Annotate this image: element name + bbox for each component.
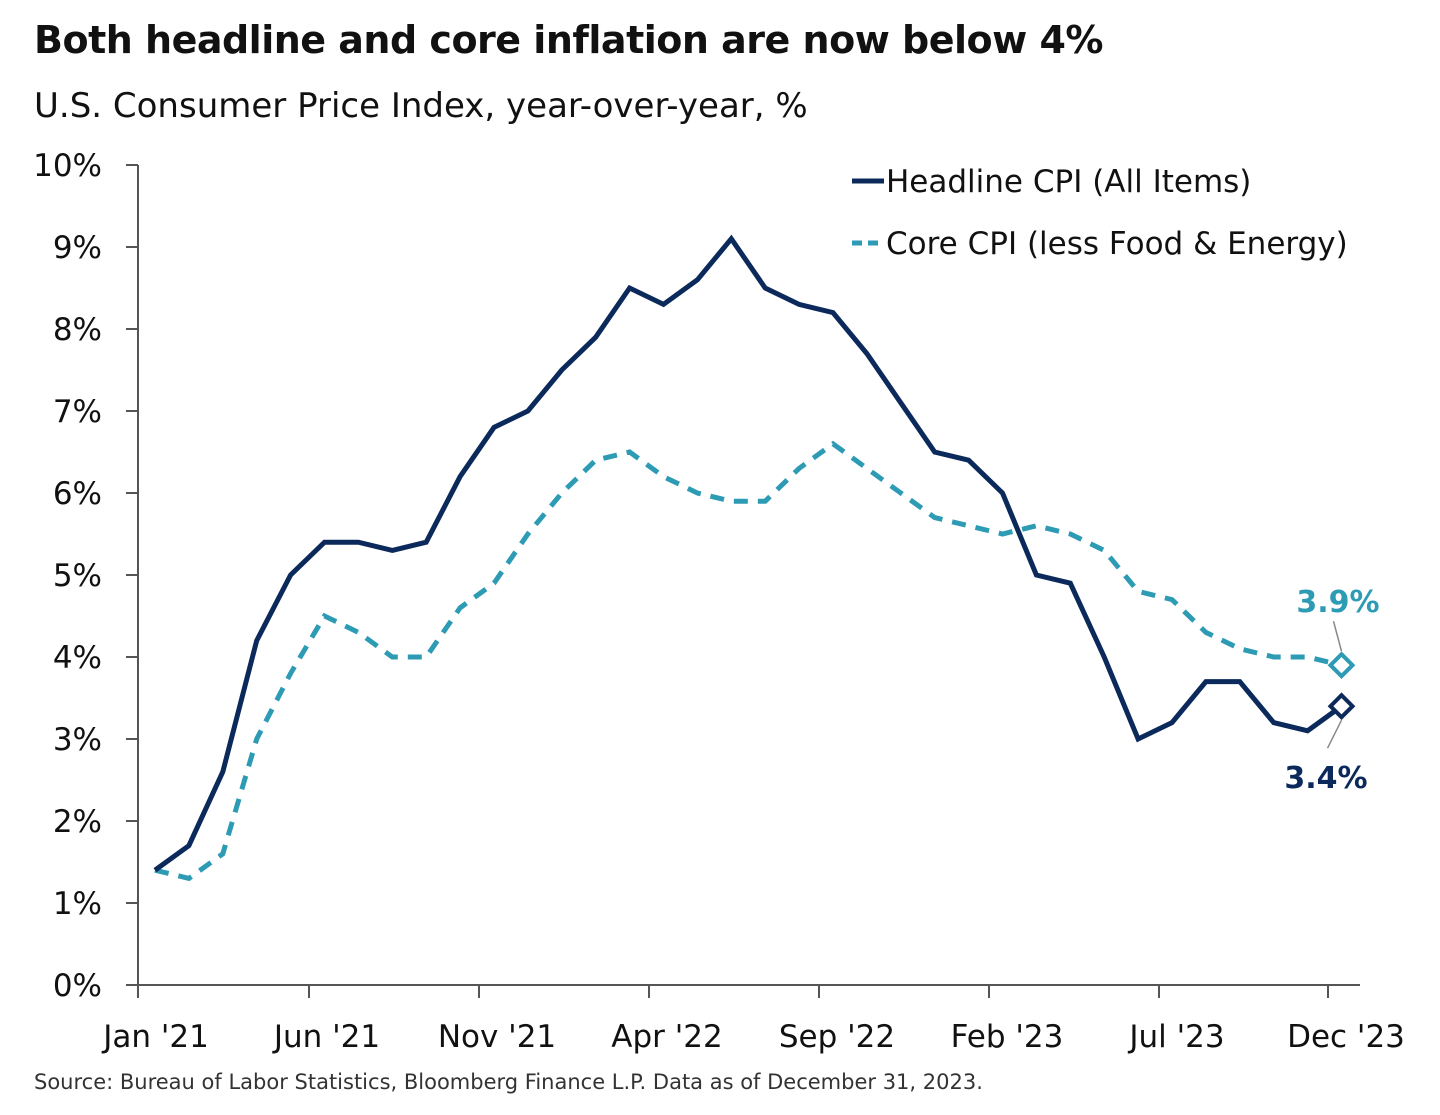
y-tick-label: 4% [53,640,102,676]
y-tick-label: 10% [33,148,102,184]
y-tick-label: 6% [53,476,102,512]
y-tick-label: 7% [53,394,102,430]
headline-end-label: 3.4% [1284,761,1367,796]
legend-label: Core CPI (less Food & Energy) [886,226,1348,262]
headline-leader-line [1326,719,1343,749]
legend-label: Headline CPI (All Items) [886,164,1251,200]
legend: Headline CPI (All Items) Core CPI (less F… [852,164,1348,262]
x-tick-label: Jul '23 [1127,1019,1224,1055]
legend-item-headline: Headline CPI (All Items) [852,164,1251,200]
x-axis: Jan '21 Jun '21 Nov '21 Apr '22 Sep '22 Feb '… [101,984,1405,1055]
source-note: Source: Bureau of Labor Statistics, Bloo… [34,1070,983,1094]
y-tick-label: 1% [53,886,102,922]
core-cpi-line [154,440,1343,882]
legend-item-core: Core CPI (less Food & Energy) [852,226,1348,262]
x-tick-label: Apr '22 [611,1019,722,1055]
chart-subtitle: U.S. Consumer Price Index, year-over-yea… [34,86,808,126]
chart-title: Both headline and core inflation are now… [34,18,1103,62]
core-end-marker [1327,651,1356,680]
y-tick-label: 5% [53,558,102,594]
x-tick-label: Feb '23 [951,1019,1064,1055]
core-end-label: 3.9% [1296,585,1379,620]
y-tick-label: 8% [53,312,102,348]
y-tick-label: 0% [53,968,102,1004]
y-tick-label: 3% [53,722,102,758]
headline-end-marker [1327,692,1356,721]
series-layer [153,234,1356,882]
y-tick-label: 2% [53,804,102,840]
x-tick-label: Sep '22 [779,1019,895,1055]
core-leader-line [1332,621,1343,652]
headline-cpi-line [153,234,1343,873]
end-labels: 3.9% 3.4% [1284,585,1379,796]
x-tick-label: Nov '21 [438,1019,556,1055]
x-tick-label: Jan '21 [101,1019,209,1055]
y-tick-label: 9% [53,230,102,266]
y-axis: 0% 1% 2% 3% 4% 5% 6% 7% 8% 9% 10% [33,148,139,1004]
x-tick-label: Dec '23 [1287,1019,1405,1055]
x-tick-label: Jun '21 [272,1019,380,1055]
